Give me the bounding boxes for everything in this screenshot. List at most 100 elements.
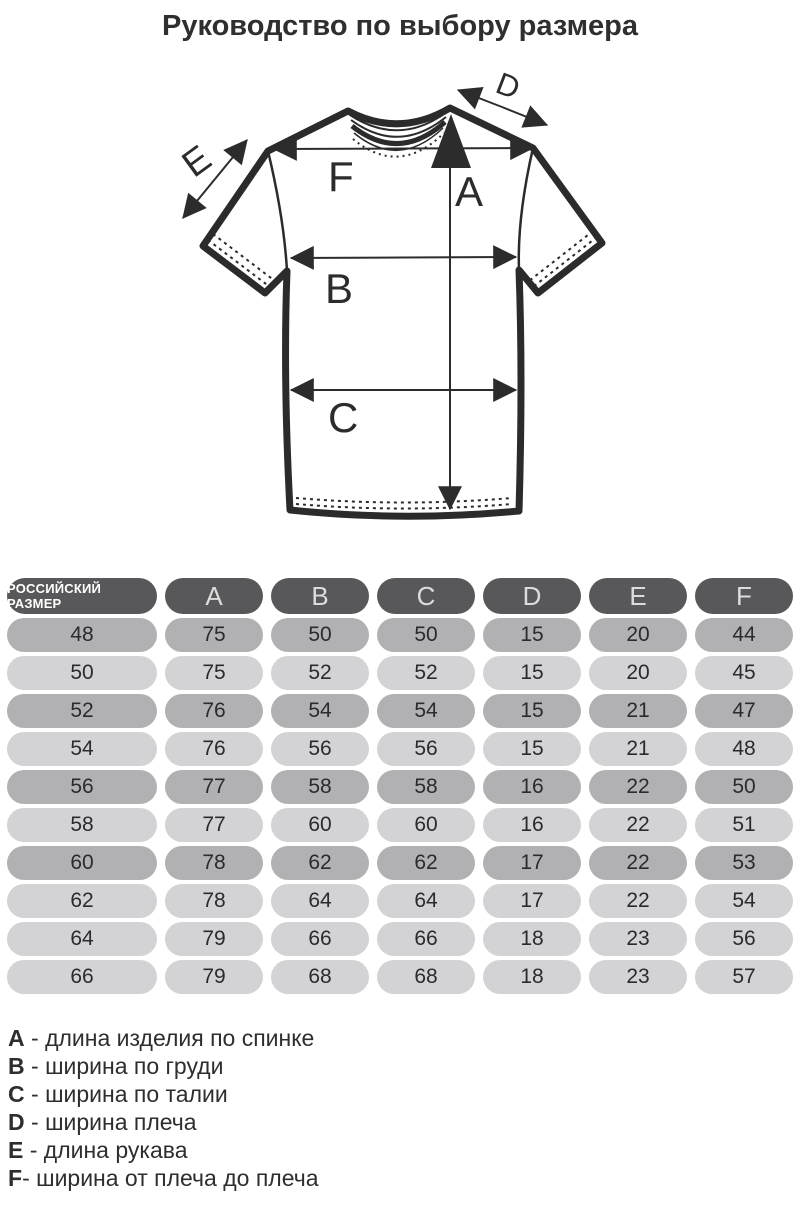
value-cell-c: 64: [377, 884, 475, 918]
value-cell-c: 58: [377, 770, 475, 804]
diagram-label-c: C: [328, 394, 358, 441]
value-cell-a: 79: [165, 960, 263, 994]
value-cell-f: 48: [695, 732, 793, 766]
value-cell-e: 21: [589, 694, 687, 728]
value-cell-c: 54: [377, 694, 475, 728]
value-cell-f: 50: [695, 770, 793, 804]
value-cell-d: 18: [483, 922, 581, 956]
diagram-label-d: D: [491, 65, 524, 106]
value-cell-a: 75: [165, 656, 263, 690]
size-cell: 52: [7, 694, 157, 728]
value-cell-b: 62: [271, 846, 369, 880]
diagram-label-f: F: [328, 153, 354, 200]
diagram-label-e: E: [175, 137, 219, 185]
legend-text: - ширина по груди: [24, 1053, 224, 1079]
value-cell-d: 17: [483, 846, 581, 880]
measure-arrow-e: [214, 139, 248, 180]
tshirt-measurement-diagram: F A B C D E: [0, 48, 800, 560]
size-cell: 58: [7, 808, 157, 842]
value-cell-e: 21: [589, 732, 687, 766]
table-header-a: A: [165, 578, 263, 614]
table-header-c: C: [377, 578, 475, 614]
size-cell: 54: [7, 732, 157, 766]
legend-text: - длина рукава: [23, 1137, 188, 1163]
table-header-d: D: [483, 578, 581, 614]
value-cell-a: 75: [165, 618, 263, 652]
value-cell-c: 62: [377, 846, 475, 880]
legend-letter: B: [8, 1053, 25, 1079]
page-title: Руководство по выбору размера: [161, 10, 638, 42]
legend-line-c: C - ширина по талии: [8, 1080, 800, 1108]
legend-line-a: A - длина изделия по спинке: [8, 1024, 800, 1052]
value-cell-a: 78: [165, 884, 263, 918]
value-cell-c: 66: [377, 922, 475, 956]
value-cell-a: 78: [165, 846, 263, 880]
value-cell-e: 22: [589, 808, 687, 842]
value-cell-f: 45: [695, 656, 793, 690]
tshirt-diagram-svg: F A B C D E: [175, 65, 606, 520]
value-cell-d: 15: [483, 618, 581, 652]
value-cell-f: 51: [695, 808, 793, 842]
value-cell-f: 56: [695, 922, 793, 956]
value-cell-b: 50: [271, 618, 369, 652]
legend-line-e: E - длина рукава: [8, 1136, 800, 1164]
value-cell-d: 16: [483, 770, 581, 804]
value-cell-d: 17: [483, 884, 581, 918]
legend-letter: D: [8, 1109, 25, 1135]
value-cell-f: 54: [695, 884, 793, 918]
value-cell-d: 15: [483, 656, 581, 690]
legend-text: - ширина плеча: [24, 1109, 197, 1135]
measurement-legend: A - длина изделия по спинке B - ширина п…: [8, 1024, 800, 1192]
legend-letter: A: [8, 1025, 25, 1051]
value-cell-a: 77: [165, 808, 263, 842]
value-cell-b: 58: [271, 770, 369, 804]
tshirt-outline-icon: [199, 104, 606, 520]
size-table: РОССИЙСКИЙ РАЗМЕР A B C D E F 48 75 50 50 15 20 44 50 7…: [0, 578, 800, 994]
value-cell-e: 23: [589, 960, 687, 994]
arrowhead-a-top-icon: [431, 114, 471, 168]
value-cell-c: 56: [377, 732, 475, 766]
measure-arrow-b: [289, 245, 404, 270]
value-cell-d: 18: [483, 960, 581, 994]
value-cell-d: 15: [483, 694, 581, 728]
value-cell-c: 50: [377, 618, 475, 652]
value-cell-e: 22: [589, 846, 687, 880]
table-header-b: B: [271, 578, 369, 614]
legend-text: - ширина от плеча до плеча: [22, 1165, 319, 1191]
value-cell-e: 20: [589, 656, 687, 690]
size-cell: 48: [7, 618, 157, 652]
value-cell-a: 76: [165, 694, 263, 728]
value-cell-b: 54: [271, 694, 369, 728]
value-cell-f: 53: [695, 846, 793, 880]
value-cell-e: 20: [589, 618, 687, 652]
value-cell-e: 22: [589, 884, 687, 918]
legend-line-b: B - ширина по груди: [8, 1052, 800, 1080]
legend-line-d: D - ширина плеча: [8, 1108, 800, 1136]
legend-letter: E: [8, 1137, 24, 1163]
value-cell-b: 68: [271, 960, 369, 994]
value-cell-e: 22: [589, 770, 687, 804]
value-cell-b: 56: [271, 732, 369, 766]
table-header-size: РОССИЙСКИЙ РАЗМЕР: [7, 578, 157, 614]
measure-arrow-f: [272, 136, 404, 161]
value-cell-a: 79: [165, 922, 263, 956]
size-cell: 64: [7, 922, 157, 956]
size-cell: 50: [7, 656, 157, 690]
value-cell-a: 77: [165, 770, 263, 804]
size-cell: 56: [7, 770, 157, 804]
value-cell-a: 76: [165, 732, 263, 766]
table-header-f: F: [695, 578, 793, 614]
value-cell-b: 52: [271, 656, 369, 690]
legend-text: - длина изделия по спинке: [24, 1025, 315, 1051]
diagram-label-a: A: [455, 168, 483, 215]
value-cell-c: 68: [377, 960, 475, 994]
size-cell: 66: [7, 960, 157, 994]
value-cell-d: 16: [483, 808, 581, 842]
value-cell-f: 44: [695, 618, 793, 652]
value-cell-f: 47: [695, 694, 793, 728]
value-cell-c: 52: [377, 656, 475, 690]
value-cell-d: 15: [483, 732, 581, 766]
table-header-e: E: [589, 578, 687, 614]
diagram-label-b: B: [325, 265, 353, 312]
legend-line-f: F- ширина от плеча до плеча: [8, 1164, 800, 1192]
